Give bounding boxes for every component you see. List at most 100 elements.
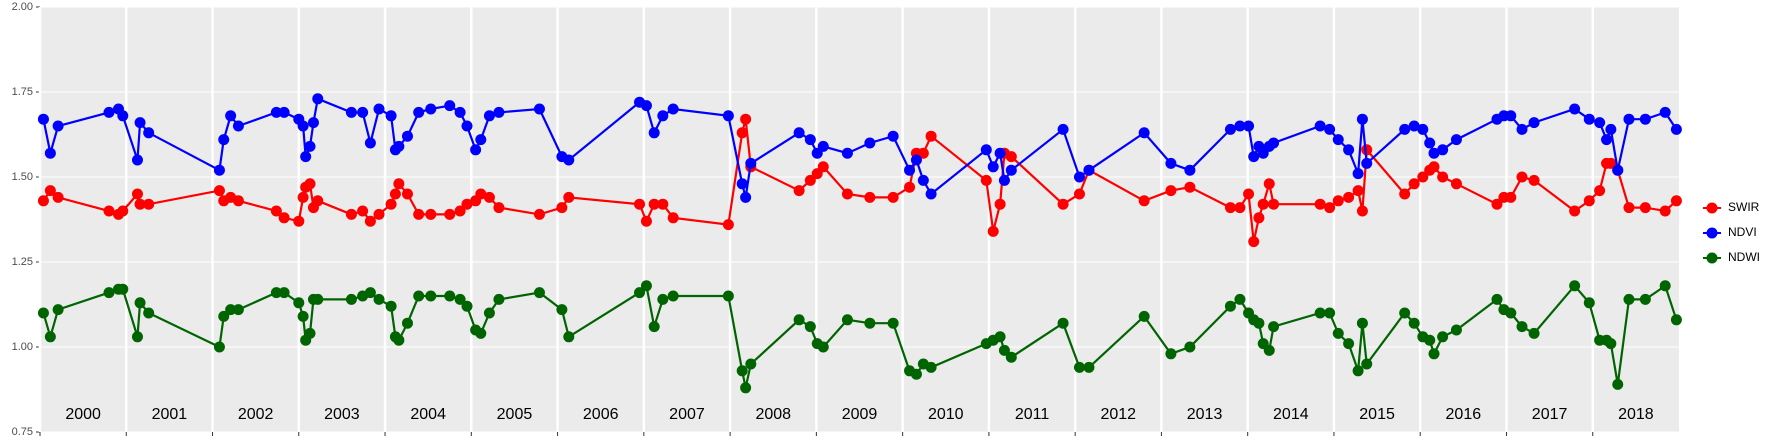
point bbox=[1332, 327, 1344, 339]
point bbox=[887, 191, 899, 203]
year-label: 2003 bbox=[324, 406, 360, 423]
point bbox=[1437, 331, 1449, 343]
year-label: 2013 bbox=[1187, 406, 1223, 423]
year-label: 2009 bbox=[842, 406, 878, 423]
point bbox=[232, 120, 244, 132]
point bbox=[483, 191, 495, 203]
point bbox=[925, 361, 937, 373]
point bbox=[232, 195, 244, 207]
point bbox=[475, 327, 487, 339]
point bbox=[1601, 134, 1613, 146]
point bbox=[1594, 117, 1606, 129]
point bbox=[817, 341, 829, 353]
point bbox=[1491, 198, 1503, 210]
year-label: 2005 bbox=[497, 406, 533, 423]
point bbox=[401, 188, 413, 200]
year-label: 2007 bbox=[669, 406, 705, 423]
point bbox=[917, 147, 929, 159]
point bbox=[1324, 202, 1336, 214]
point bbox=[117, 283, 129, 295]
point bbox=[1659, 205, 1671, 217]
point bbox=[1057, 123, 1069, 135]
point bbox=[483, 307, 495, 319]
point bbox=[998, 344, 1010, 356]
point bbox=[493, 293, 505, 305]
point bbox=[44, 331, 56, 343]
point bbox=[994, 331, 1006, 343]
point bbox=[533, 208, 545, 220]
point bbox=[1184, 341, 1196, 353]
point bbox=[640, 100, 652, 112]
point bbox=[393, 178, 405, 190]
point bbox=[307, 117, 319, 129]
point bbox=[634, 198, 646, 210]
point bbox=[910, 368, 922, 380]
point bbox=[1437, 144, 1449, 156]
legend-label: NDWI bbox=[1728, 250, 1760, 264]
point bbox=[1343, 144, 1355, 156]
point bbox=[1184, 181, 1196, 193]
year-label: 2004 bbox=[410, 406, 446, 423]
point bbox=[1670, 195, 1682, 207]
year-label: 2008 bbox=[755, 406, 791, 423]
point bbox=[804, 174, 816, 186]
point bbox=[1332, 134, 1344, 146]
point bbox=[1248, 151, 1260, 163]
point bbox=[131, 188, 143, 200]
year-label: 2010 bbox=[928, 406, 964, 423]
point bbox=[1234, 293, 1246, 305]
point bbox=[793, 185, 805, 197]
point bbox=[475, 188, 487, 200]
point bbox=[1583, 195, 1595, 207]
point bbox=[385, 198, 397, 210]
point bbox=[1516, 123, 1528, 135]
point bbox=[1253, 317, 1265, 329]
point bbox=[648, 321, 660, 333]
point bbox=[117, 205, 129, 217]
point bbox=[917, 174, 929, 186]
point bbox=[657, 110, 669, 122]
point bbox=[278, 106, 290, 118]
point bbox=[887, 317, 899, 329]
point bbox=[278, 212, 290, 224]
point bbox=[1138, 195, 1150, 207]
point bbox=[1253, 212, 1265, 224]
point bbox=[393, 334, 405, 346]
point bbox=[563, 331, 575, 343]
point bbox=[1639, 202, 1651, 214]
point bbox=[470, 144, 482, 156]
legend-label: NDVI bbox=[1728, 225, 1757, 239]
point bbox=[1224, 123, 1236, 135]
point bbox=[1138, 127, 1150, 139]
point bbox=[389, 188, 401, 200]
point bbox=[736, 365, 748, 377]
point bbox=[1356, 317, 1368, 329]
point bbox=[904, 164, 916, 176]
point bbox=[143, 127, 155, 139]
point bbox=[1605, 157, 1617, 169]
point bbox=[1428, 147, 1440, 159]
point bbox=[1505, 307, 1517, 319]
point bbox=[1612, 164, 1624, 176]
point bbox=[667, 212, 679, 224]
point bbox=[1314, 198, 1326, 210]
point bbox=[357, 106, 369, 118]
point bbox=[425, 290, 437, 302]
point bbox=[454, 106, 466, 118]
year-label: 2011 bbox=[1015, 406, 1050, 423]
point bbox=[864, 137, 876, 149]
point bbox=[413, 290, 425, 302]
year-label: 2012 bbox=[1100, 406, 1136, 423]
point bbox=[740, 191, 752, 203]
point bbox=[1623, 293, 1635, 305]
point bbox=[218, 134, 230, 146]
point bbox=[373, 293, 385, 305]
point bbox=[293, 297, 305, 309]
point bbox=[980, 174, 992, 186]
point bbox=[1424, 334, 1436, 346]
point bbox=[1057, 198, 1069, 210]
point bbox=[1356, 205, 1368, 217]
point bbox=[736, 127, 748, 139]
point bbox=[401, 130, 413, 142]
